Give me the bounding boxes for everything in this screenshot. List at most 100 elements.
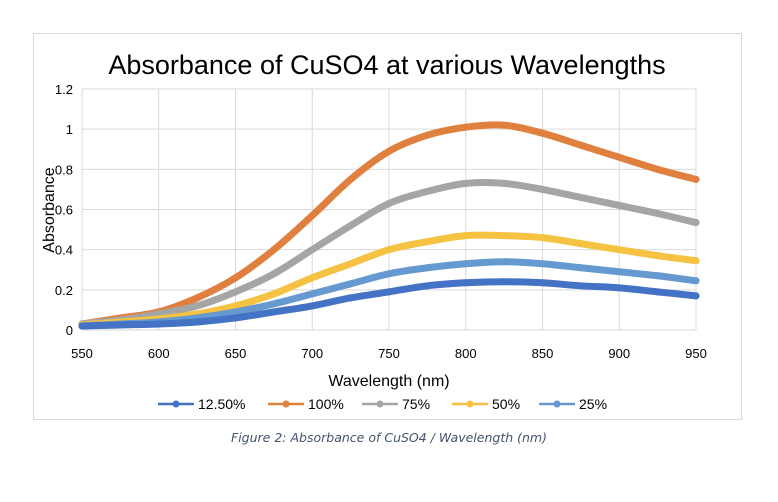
data-point: [270, 246, 278, 254]
data-point: [270, 300, 278, 308]
data-point: [577, 264, 585, 272]
data-point: [423, 131, 431, 139]
data-point: [462, 179, 470, 187]
legend-marker: [376, 400, 384, 408]
data-point: [308, 212, 316, 220]
y-tick-label: 0.2: [55, 283, 73, 298]
data-point: [539, 279, 546, 287]
data-point: [423, 264, 431, 272]
series-50%: [78, 231, 700, 329]
figure-caption: Figure 2: Absorbance of CuSO4 / Waveleng…: [231, 430, 547, 445]
data-point: [500, 179, 508, 187]
y-tick-label: 1.2: [55, 82, 73, 97]
data-point: [232, 288, 239, 296]
data-point: [78, 322, 86, 330]
data-point: [423, 238, 431, 246]
y-tick-label: 0.8: [55, 162, 73, 177]
data-point: [270, 290, 278, 298]
data-point: [308, 274, 316, 282]
legend-item: 100%: [268, 396, 344, 412]
legend: 12.50% 100% 75% 50% 25%: [158, 396, 607, 412]
data-point: [654, 288, 662, 296]
x-tick-label: 800: [455, 346, 477, 361]
data-point: [577, 193, 585, 201]
data-point: [692, 257, 700, 265]
legend-marker: [553, 400, 561, 408]
legend-label: 25%: [579, 396, 607, 412]
data-point: [615, 246, 623, 254]
data-point: [193, 302, 201, 310]
data-point: [615, 268, 623, 276]
series-group: [78, 121, 700, 330]
legend-item: 50%: [452, 396, 520, 412]
data-point: [692, 175, 700, 183]
legend-marker: [282, 400, 290, 408]
data-point: [577, 240, 585, 248]
data-point: [654, 252, 662, 260]
data-point: [232, 314, 239, 322]
data-point: [193, 318, 201, 326]
data-point: [232, 302, 239, 310]
data-point: [462, 123, 470, 131]
legend-item: 25%: [539, 396, 607, 412]
data-point: [155, 320, 163, 328]
x-tick-label: 650: [225, 346, 247, 361]
data-point: [347, 222, 355, 230]
legend-marker: [172, 400, 180, 408]
data-point: [308, 246, 316, 254]
data-point: [462, 260, 470, 268]
legend-label: 12.50%: [198, 396, 245, 412]
data-point: [423, 282, 431, 290]
data-point: [462, 279, 470, 287]
data-point: [577, 282, 585, 290]
x-tick-label: 850: [532, 346, 554, 361]
data-point: [654, 272, 662, 280]
data-point: [347, 280, 355, 288]
data-point: [654, 165, 662, 173]
data-point: [577, 141, 585, 149]
x-tick-label: 550: [71, 346, 93, 361]
data-point: [347, 260, 355, 268]
y-tick-label: 0.4: [55, 243, 73, 258]
legend-marker: [466, 400, 474, 408]
y-axis-label: Absorbance: [41, 167, 58, 252]
legend-label: 50%: [492, 396, 520, 412]
data-point: [500, 278, 508, 286]
x-axis-label: Wavelength (nm): [328, 373, 449, 390]
data-point: [615, 153, 623, 161]
data-point: [385, 246, 393, 254]
legend-item: 12.50%: [158, 396, 245, 412]
y-tick-label: 1: [66, 122, 73, 137]
legend-label: 100%: [308, 396, 344, 412]
data-point: [615, 284, 623, 292]
absorbance-chart: Absorbance of CuSO4 at various Wavelengt…: [41, 50, 707, 412]
data-point: [385, 199, 393, 207]
data-point: [500, 121, 508, 129]
data-point: [270, 308, 278, 316]
data-point: [385, 147, 393, 155]
data-point: [385, 288, 393, 296]
series-12.50%: [78, 278, 700, 330]
data-point: [539, 129, 546, 137]
data-point: [462, 232, 470, 240]
data-point: [500, 232, 508, 240]
data-point: [232, 274, 239, 282]
data-point: [193, 294, 201, 302]
x-tick-label: 750: [378, 346, 400, 361]
data-point: [385, 270, 393, 278]
data-point: [654, 210, 662, 218]
data-point: [423, 187, 431, 195]
data-point: [500, 258, 508, 266]
data-point: [615, 201, 623, 209]
data-point: [232, 308, 239, 316]
data-point: [692, 219, 700, 227]
x-tick-label: 700: [301, 346, 323, 361]
x-tick-label: 600: [148, 346, 170, 361]
y-tick-label: 0: [66, 323, 73, 338]
data-point: [347, 294, 355, 302]
y-tick-label: 0.6: [55, 203, 73, 218]
legend-label: 75%: [402, 396, 430, 412]
data-point: [347, 175, 355, 183]
data-point: [308, 290, 316, 298]
chart-frame: [33, 33, 742, 420]
